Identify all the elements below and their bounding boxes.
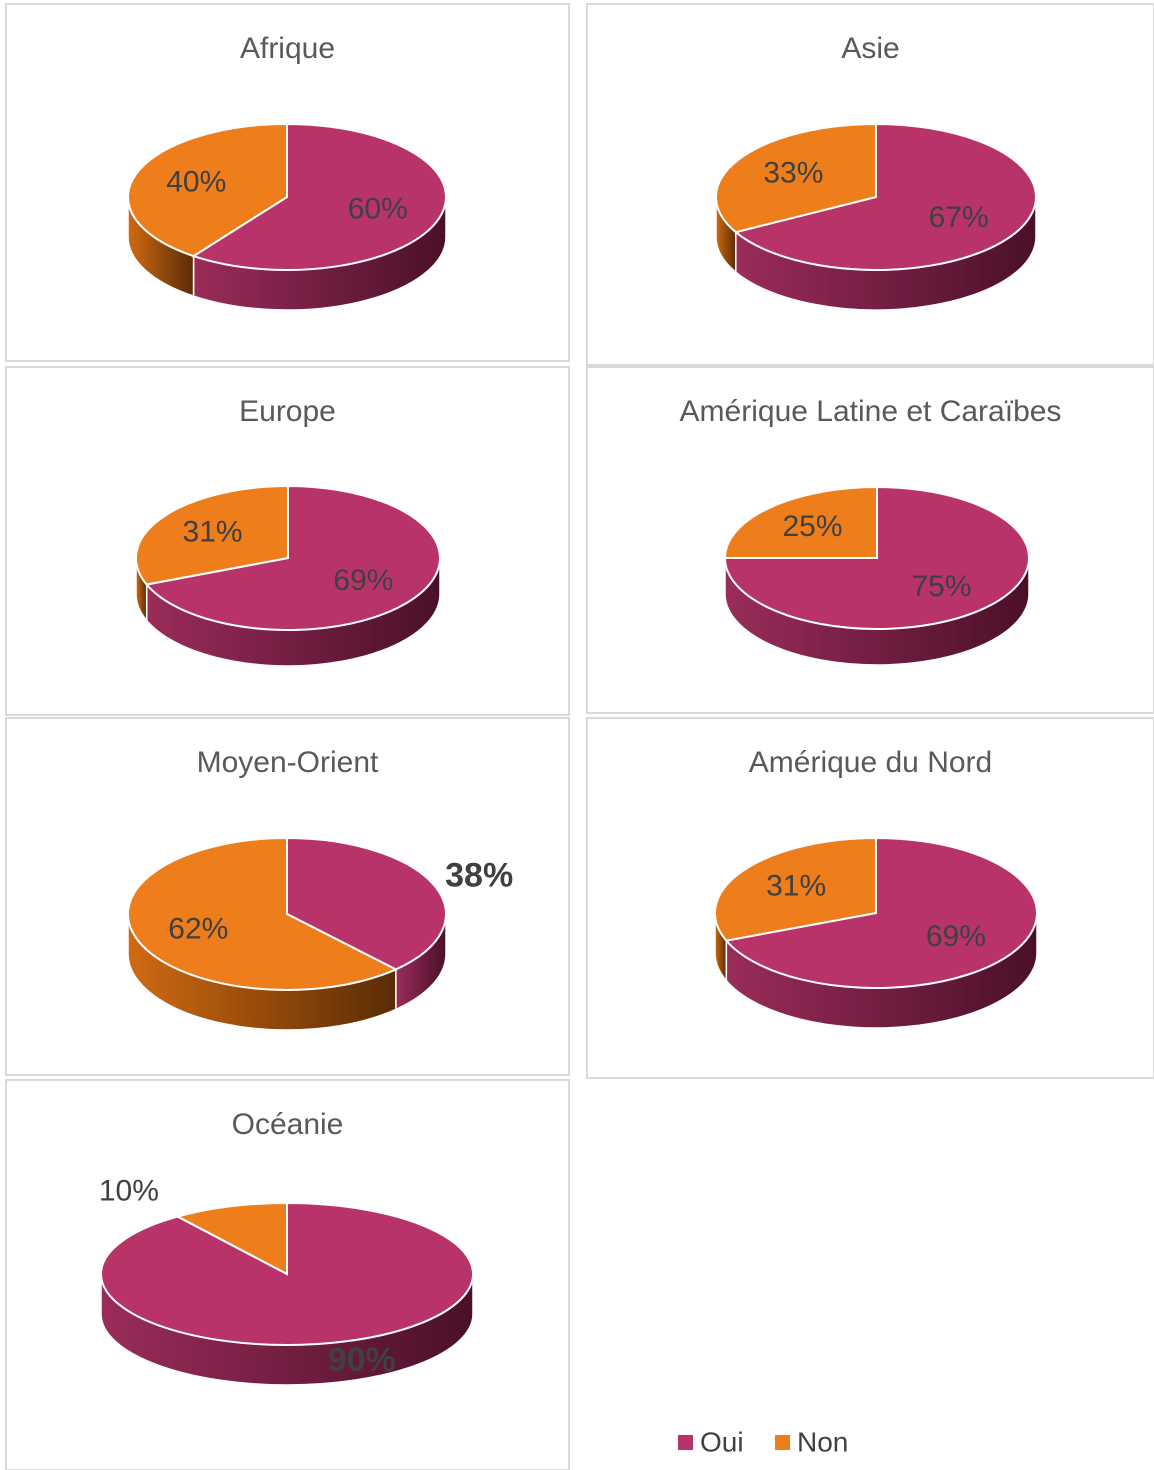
panel-border	[586, 717, 1154, 1079]
data-label: 60%	[348, 192, 408, 225]
panel-border	[5, 717, 570, 1076]
pie-slice	[191, 122, 447, 271]
pie-slice	[127, 836, 399, 991]
pie-slice	[174, 1201, 288, 1276]
data-label: 90%	[328, 1341, 396, 1379]
chart-title: Asie	[841, 32, 899, 65]
pie-slice	[715, 122, 877, 234]
pie-slice	[714, 836, 877, 942]
data-label: 40%	[166, 165, 226, 198]
data-label: 75%	[911, 570, 971, 603]
legend-label: Oui	[700, 1426, 744, 1457]
data-label: 25%	[782, 510, 842, 543]
pie-panel: Asie 67% 33%	[586, 3, 1154, 366]
data-label: 31%	[766, 870, 826, 903]
data-label: 31%	[183, 516, 243, 549]
pie-panel: Europe 69% 31%	[5, 366, 570, 716]
pie-slice	[723, 485, 1030, 630]
pie-slice	[144, 484, 441, 631]
pie-slice	[286, 836, 447, 971]
panel-border	[5, 366, 570, 716]
legend-swatch	[775, 1435, 790, 1450]
chart-title: Afrique	[240, 32, 335, 65]
pie-slice	[127, 122, 288, 258]
pie-panel: Moyen-Orient 38% 62%	[5, 717, 570, 1076]
pie-slice	[733, 122, 1037, 271]
panel-border	[5, 1079, 570, 1470]
pie-slice	[723, 485, 878, 559]
chart-title: Amérique Latine et Caraïbes	[680, 395, 1062, 428]
data-label: 10%	[99, 1174, 159, 1207]
panel-border	[586, 366, 1154, 714]
chart-title: Europe	[239, 395, 336, 428]
data-label: 33%	[763, 157, 823, 190]
pie-panel: Amérique du Nord 69% 31%	[586, 717, 1154, 1079]
pie-panel: Afrique 60% 40%	[5, 3, 570, 362]
legend: Oui Non	[678, 1426, 848, 1457]
chart-title: Moyen-Orient	[197, 746, 379, 779]
data-label: 62%	[168, 913, 228, 946]
data-label: 69%	[926, 920, 986, 953]
panel-border	[5, 3, 570, 362]
legend-label: Non	[797, 1426, 848, 1457]
legend-swatch	[678, 1435, 693, 1450]
data-label: 67%	[929, 201, 989, 234]
pie-slice	[724, 836, 1038, 989]
pie-slice	[135, 484, 289, 586]
data-label: 38%	[445, 857, 513, 895]
pie-panel: Amérique Latine et Caraïbes 75% 25%	[586, 366, 1154, 714]
chart-title: Amérique du Nord	[749, 746, 992, 779]
pie-panel: Océanie 90% 10%	[5, 1079, 570, 1470]
chart-title: Océanie	[232, 1108, 344, 1141]
data-label: 69%	[333, 564, 393, 597]
panel-border	[586, 3, 1154, 366]
